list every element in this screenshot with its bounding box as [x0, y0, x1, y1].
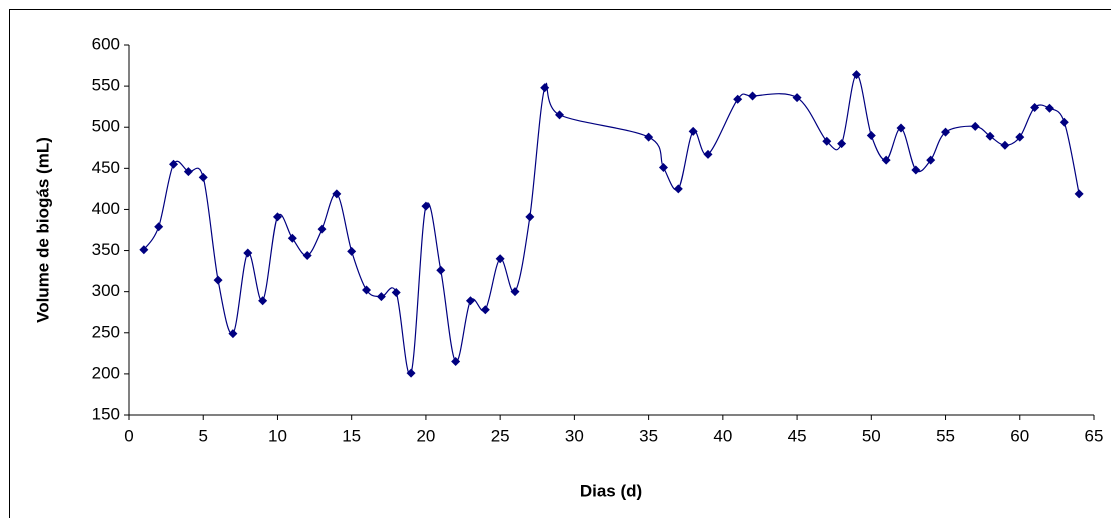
x-tick-label: 5	[198, 426, 207, 445]
y-tick-label: 450	[92, 158, 120, 177]
data-point	[703, 149, 713, 159]
x-tick-label: 25	[491, 426, 510, 445]
data-point	[258, 296, 268, 306]
data-point	[970, 121, 980, 131]
data-point	[287, 233, 297, 243]
data-point	[228, 329, 238, 339]
data-point	[451, 357, 461, 367]
x-tick-label: 0	[124, 426, 133, 445]
data-point	[436, 265, 446, 275]
y-tick-label: 150	[92, 404, 120, 423]
data-point	[1030, 102, 1040, 112]
data-point	[376, 292, 386, 302]
data-point	[495, 254, 505, 264]
data-point	[406, 368, 416, 378]
y-tick-label: 400	[92, 199, 120, 218]
data-point	[881, 155, 891, 165]
data-point	[272, 212, 282, 222]
data-point	[688, 126, 698, 136]
data-point	[644, 132, 654, 142]
y-tick-label: 550	[92, 76, 120, 95]
data-point	[673, 184, 683, 194]
y-axis-title: Volume de biogás (mL)	[33, 137, 52, 323]
y-tick-label: 250	[92, 322, 120, 341]
x-tick-label: 45	[788, 426, 807, 445]
data-point	[139, 245, 149, 255]
x-tick-label: 65	[1085, 426, 1104, 445]
data-point	[317, 224, 327, 234]
data-point	[866, 130, 876, 140]
y-tick-label: 500	[92, 117, 120, 136]
data-point	[851, 70, 861, 80]
x-axis-title: Dias (d)	[580, 481, 642, 500]
data-point	[941, 127, 951, 137]
data-point	[733, 94, 743, 104]
data-point	[169, 159, 179, 169]
data-point	[926, 155, 936, 165]
data-point	[332, 189, 342, 199]
data-point	[391, 287, 401, 297]
y-tick-label: 200	[92, 363, 120, 382]
x-tick-label: 55	[936, 426, 955, 445]
data-point	[540, 83, 550, 93]
data-point	[748, 91, 758, 101]
data-point	[1059, 117, 1069, 127]
y-tick-label: 350	[92, 240, 120, 259]
x-tick-label: 20	[416, 426, 435, 445]
data-point	[792, 93, 802, 103]
x-tick-label: 15	[342, 426, 361, 445]
data-point	[1044, 103, 1054, 113]
data-point	[154, 222, 164, 232]
data-point	[183, 167, 193, 177]
data-point	[822, 136, 832, 146]
data-point	[525, 212, 535, 222]
x-tick-label: 40	[713, 426, 732, 445]
data-point	[302, 250, 312, 260]
data-point	[347, 246, 357, 256]
series-line	[143, 73, 1080, 376]
data-point	[198, 172, 208, 182]
data-point	[658, 163, 668, 173]
y-tick-label: 300	[92, 281, 120, 300]
data-point	[896, 123, 906, 133]
data-point	[362, 285, 372, 295]
data-point	[837, 139, 847, 149]
chart-frame	[9, 9, 1111, 518]
data-point	[1000, 140, 1010, 150]
data-point	[243, 248, 253, 258]
x-tick-label: 35	[639, 426, 658, 445]
x-tick-label: 30	[565, 426, 584, 445]
data-point	[985, 131, 995, 141]
x-tick-label: 60	[1010, 426, 1029, 445]
x-tick-label: 50	[862, 426, 881, 445]
y-tick-label: 600	[92, 34, 120, 53]
data-point	[1015, 132, 1025, 142]
data-point	[213, 275, 223, 285]
data-point	[911, 165, 921, 175]
x-tick-label: 10	[268, 426, 287, 445]
data-point	[465, 296, 475, 306]
data-point	[1074, 189, 1084, 199]
data-point	[480, 305, 490, 315]
data-point	[421, 201, 431, 211]
data-point	[510, 287, 520, 297]
data-point	[555, 110, 565, 120]
